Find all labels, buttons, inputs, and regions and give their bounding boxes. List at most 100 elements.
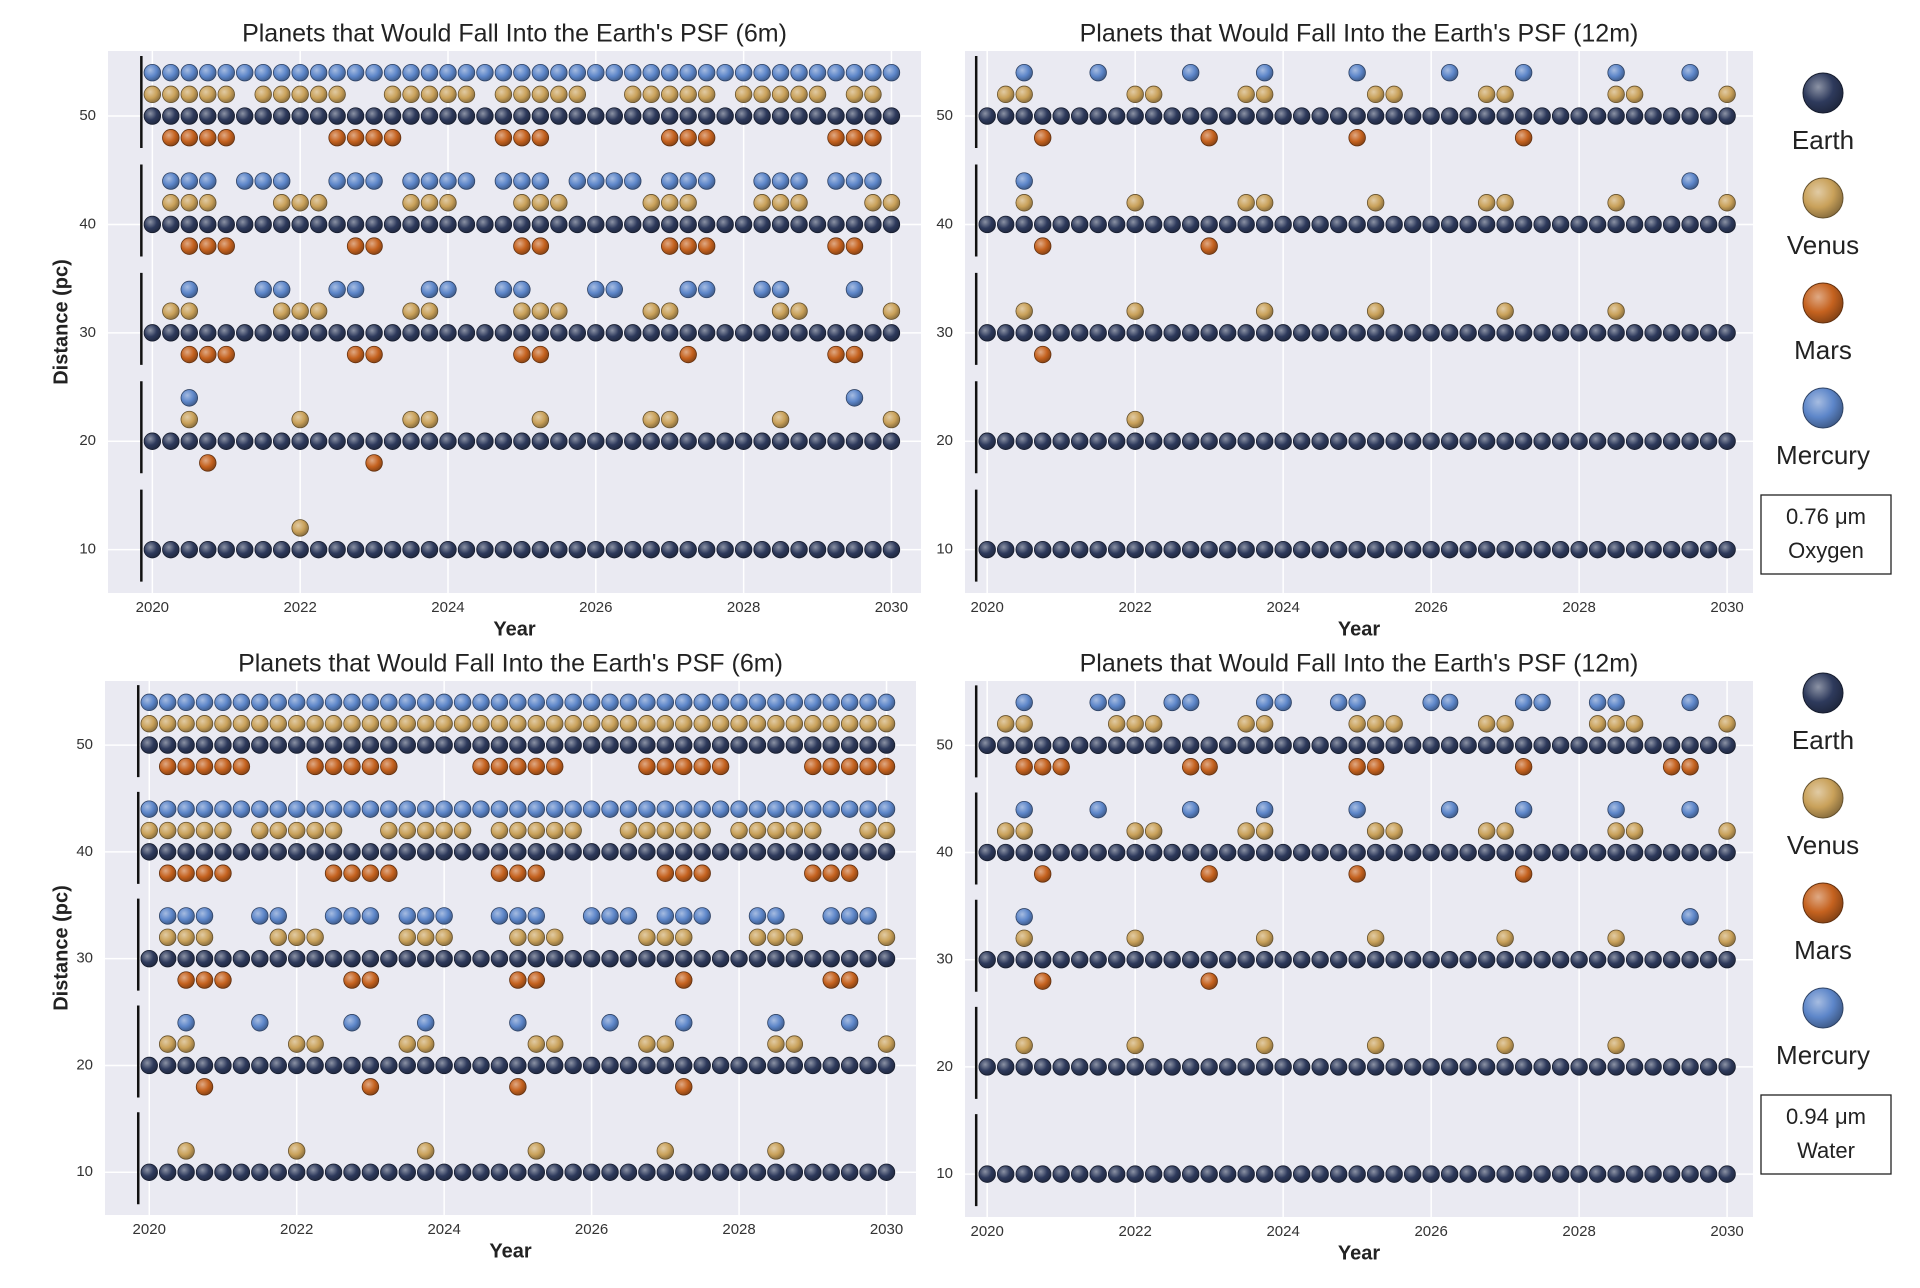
planet-point — [435, 800, 453, 818]
planet-point — [656, 757, 675, 776]
planet-point — [417, 693, 435, 712]
x-tick-label: 2028 — [722, 1221, 755, 1238]
planet-point — [1292, 107, 1311, 125]
planet-point — [711, 715, 730, 733]
planet-point — [1107, 693, 1126, 712]
planet-point — [420, 280, 439, 299]
planet-point — [822, 800, 840, 818]
planet-point — [509, 715, 527, 733]
planet-point — [1237, 540, 1255, 559]
y-tick-label: 40 — [79, 215, 96, 232]
planet-point — [1699, 1165, 1718, 1183]
planet-point — [1440, 432, 1459, 450]
planet-point — [1237, 822, 1255, 840]
planet-point — [1144, 715, 1163, 733]
planet-point — [1089, 800, 1107, 819]
planet-point — [1477, 107, 1496, 125]
planet-point — [1274, 107, 1292, 125]
planet-point — [509, 949, 527, 968]
planet-point — [232, 1163, 251, 1181]
y-tick-label: 20 — [936, 1058, 953, 1075]
planet-point — [771, 215, 790, 234]
planet-point — [1107, 324, 1126, 342]
planet-point — [771, 410, 790, 429]
planet-point — [365, 454, 383, 472]
planet-point — [398, 1163, 416, 1181]
planet-point — [162, 85, 180, 104]
planet-point — [236, 324, 254, 342]
planet-point — [457, 172, 476, 190]
planet-point — [420, 107, 439, 125]
planet-point — [1200, 324, 1218, 342]
planet-point — [568, 85, 587, 104]
x-tick-label: 2020 — [971, 1223, 1004, 1240]
planet-point — [158, 949, 177, 968]
planet-point — [1366, 951, 1385, 969]
planet-point — [324, 715, 343, 733]
planet-point — [1052, 1058, 1070, 1076]
planet-point — [251, 736, 269, 754]
planet-point — [1348, 693, 1366, 712]
planet-point — [287, 843, 306, 861]
planet-point — [343, 971, 361, 989]
planet-point — [251, 1163, 269, 1181]
planet-point — [624, 85, 642, 104]
planet-point — [822, 843, 840, 861]
planet-point — [380, 843, 398, 861]
planet-point — [790, 172, 808, 190]
planet-point — [790, 324, 808, 342]
planet-point — [251, 843, 269, 861]
planet-point — [199, 237, 217, 255]
planet-point — [1681, 107, 1699, 125]
x-tick-label: 2030 — [1710, 599, 1743, 616]
planet-point — [730, 949, 748, 968]
planet-point — [864, 432, 882, 450]
planet-point — [864, 215, 882, 234]
planet-point — [1144, 324, 1163, 342]
planet-point — [730, 821, 748, 840]
planet-point — [417, 843, 435, 861]
planet-point — [527, 971, 546, 989]
planet-point — [771, 63, 790, 82]
planet-point — [877, 843, 896, 861]
planet-point — [1311, 1165, 1329, 1183]
planet-point — [808, 324, 827, 342]
planet-point — [753, 280, 771, 299]
planet-point — [882, 302, 901, 320]
planet-point — [1662, 540, 1681, 559]
planet-point — [1385, 215, 1403, 234]
planet-point — [195, 757, 214, 776]
planet-point — [513, 324, 531, 342]
planet-point — [439, 85, 457, 104]
planet-point — [1533, 951, 1551, 969]
planet-point — [1181, 843, 1200, 862]
planet-point — [453, 736, 472, 754]
planet-point — [711, 949, 730, 968]
planet-point — [1255, 929, 1274, 947]
planet-point — [1200, 1165, 1218, 1183]
x-tick-label: 2030 — [870, 1221, 903, 1238]
planet-point — [1385, 1165, 1403, 1183]
planet-point — [1126, 1165, 1144, 1183]
planet-point — [1662, 432, 1681, 450]
planet-point — [546, 693, 564, 712]
planet-point — [398, 736, 416, 754]
planet-point — [845, 107, 864, 125]
planet-point — [1699, 107, 1718, 125]
planet-point — [642, 215, 660, 234]
planet-point — [158, 821, 177, 840]
planet-point — [1126, 432, 1144, 450]
planet-point — [328, 172, 346, 190]
planet-point — [767, 821, 785, 840]
planet-point — [642, 432, 660, 450]
planet-point — [1089, 215, 1107, 234]
planet-point — [877, 757, 896, 776]
planet-point — [1607, 715, 1625, 733]
planet-point — [1607, 107, 1625, 125]
planet-point — [217, 432, 235, 450]
planet-point — [978, 1058, 996, 1076]
planet-point — [217, 63, 235, 82]
planet-point — [1625, 215, 1644, 234]
planet-point — [1366, 194, 1385, 212]
planet-point — [605, 63, 623, 82]
